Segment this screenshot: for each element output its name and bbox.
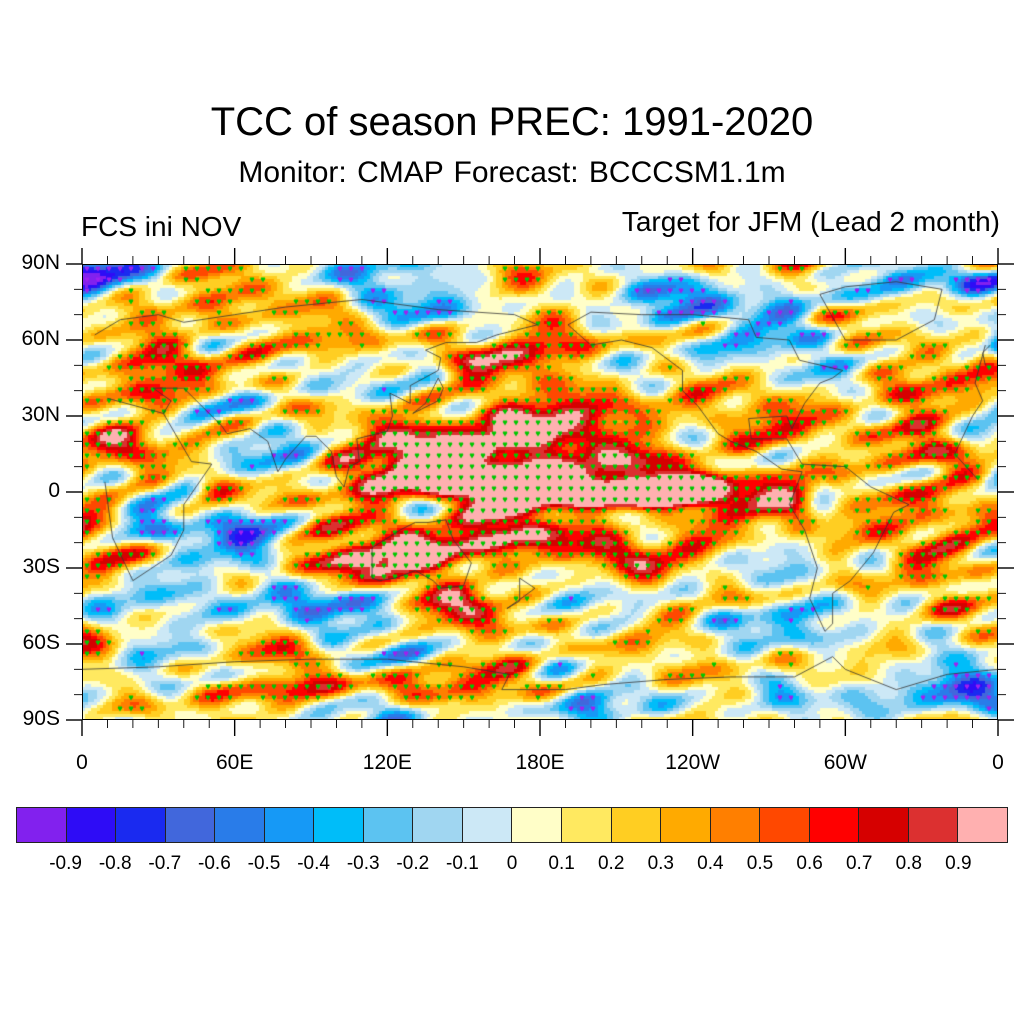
longitude-label: 0 bbox=[76, 751, 88, 774]
colorbar-swatch bbox=[907, 807, 959, 843]
longitude-label: 0 bbox=[992, 751, 1004, 774]
longitude-label: 120W bbox=[665, 751, 721, 774]
latitude-label: 60S bbox=[22, 631, 60, 654]
colorbar-swatch bbox=[362, 807, 414, 843]
colorbar-swatch bbox=[709, 807, 761, 843]
colorbar-level-label: 0.2 bbox=[597, 853, 625, 874]
colorbar-swatch bbox=[16, 807, 67, 843]
colorbar-swatch bbox=[561, 807, 612, 843]
colorbar-level-label: 0.3 bbox=[647, 853, 674, 874]
colorbar-swatch bbox=[313, 807, 364, 843]
colorbar-level-label: -0.2 bbox=[396, 853, 430, 874]
main-title: TCC of season PREC: 1991-2020 bbox=[210, 100, 814, 144]
subtitle: Monitor: CMAP Forecast: BCCCSM1.1m bbox=[238, 156, 786, 189]
colorbar-level-label: -0.7 bbox=[148, 853, 182, 874]
colorbar-level-label: -0.4 bbox=[297, 853, 330, 874]
colorbar-swatch bbox=[957, 807, 1008, 843]
latitude-label: 60N bbox=[21, 327, 60, 350]
colorbar-swatch bbox=[412, 807, 463, 843]
colorbar-level-label: 0.5 bbox=[746, 853, 774, 874]
colorbar-level-label: 0.7 bbox=[845, 853, 873, 874]
colorbar-swatch bbox=[164, 807, 216, 843]
colorbar-swatch bbox=[858, 807, 909, 843]
colorbar-swatch bbox=[263, 807, 315, 843]
initialization-label: FCS ini NOV bbox=[81, 211, 242, 242]
colorbar-swatch bbox=[759, 807, 810, 843]
colorbar-level-label: -0.9 bbox=[49, 853, 82, 874]
correlation-field-raster bbox=[82, 264, 998, 720]
colorbar-swatch bbox=[115, 807, 166, 843]
latitude-label: 0 bbox=[48, 479, 60, 502]
colorbar-level-label: -0.3 bbox=[346, 853, 380, 874]
longitude-label: 120E bbox=[362, 751, 412, 774]
latitude-label: 30S bbox=[22, 555, 60, 578]
longitude-label: 180E bbox=[515, 751, 565, 774]
colorbar-swatch bbox=[808, 807, 860, 843]
colorbar-level-label: -0.6 bbox=[198, 853, 231, 874]
colorbar-swatch bbox=[511, 807, 563, 843]
colorbar-level-label: -0.1 bbox=[446, 853, 479, 874]
target-season-label: Target for JFM (Lead 2 month) bbox=[621, 206, 1000, 237]
colorbar-swatch bbox=[660, 807, 711, 843]
colorbar bbox=[16, 807, 1008, 843]
longitude-label: 60E bbox=[215, 751, 254, 774]
correlation-map bbox=[82, 264, 998, 720]
colorbar-level-label: -0.8 bbox=[98, 853, 132, 874]
colorbar-swatch bbox=[214, 807, 265, 843]
latitude-label: 30N bbox=[21, 403, 60, 426]
colorbar-level-label: 0.4 bbox=[697, 853, 724, 874]
colorbar-level-label: 0 bbox=[506, 853, 518, 874]
colorbar-level-label: 0.1 bbox=[548, 853, 575, 874]
latitude-label: 90S bbox=[22, 707, 60, 730]
colorbar-level-label: 0.8 bbox=[895, 853, 922, 874]
colorbar-swatch bbox=[461, 807, 513, 843]
colorbar-swatch bbox=[610, 807, 662, 843]
colorbar-swatch bbox=[65, 807, 117, 843]
colorbar-level-label: -0.5 bbox=[247, 853, 281, 874]
longitude-label: 60W bbox=[823, 751, 867, 774]
colorbar-level-label: 0.9 bbox=[945, 853, 972, 874]
latitude-label: 90N bbox=[21, 251, 60, 274]
colorbar-level-label: 0.6 bbox=[796, 853, 823, 874]
